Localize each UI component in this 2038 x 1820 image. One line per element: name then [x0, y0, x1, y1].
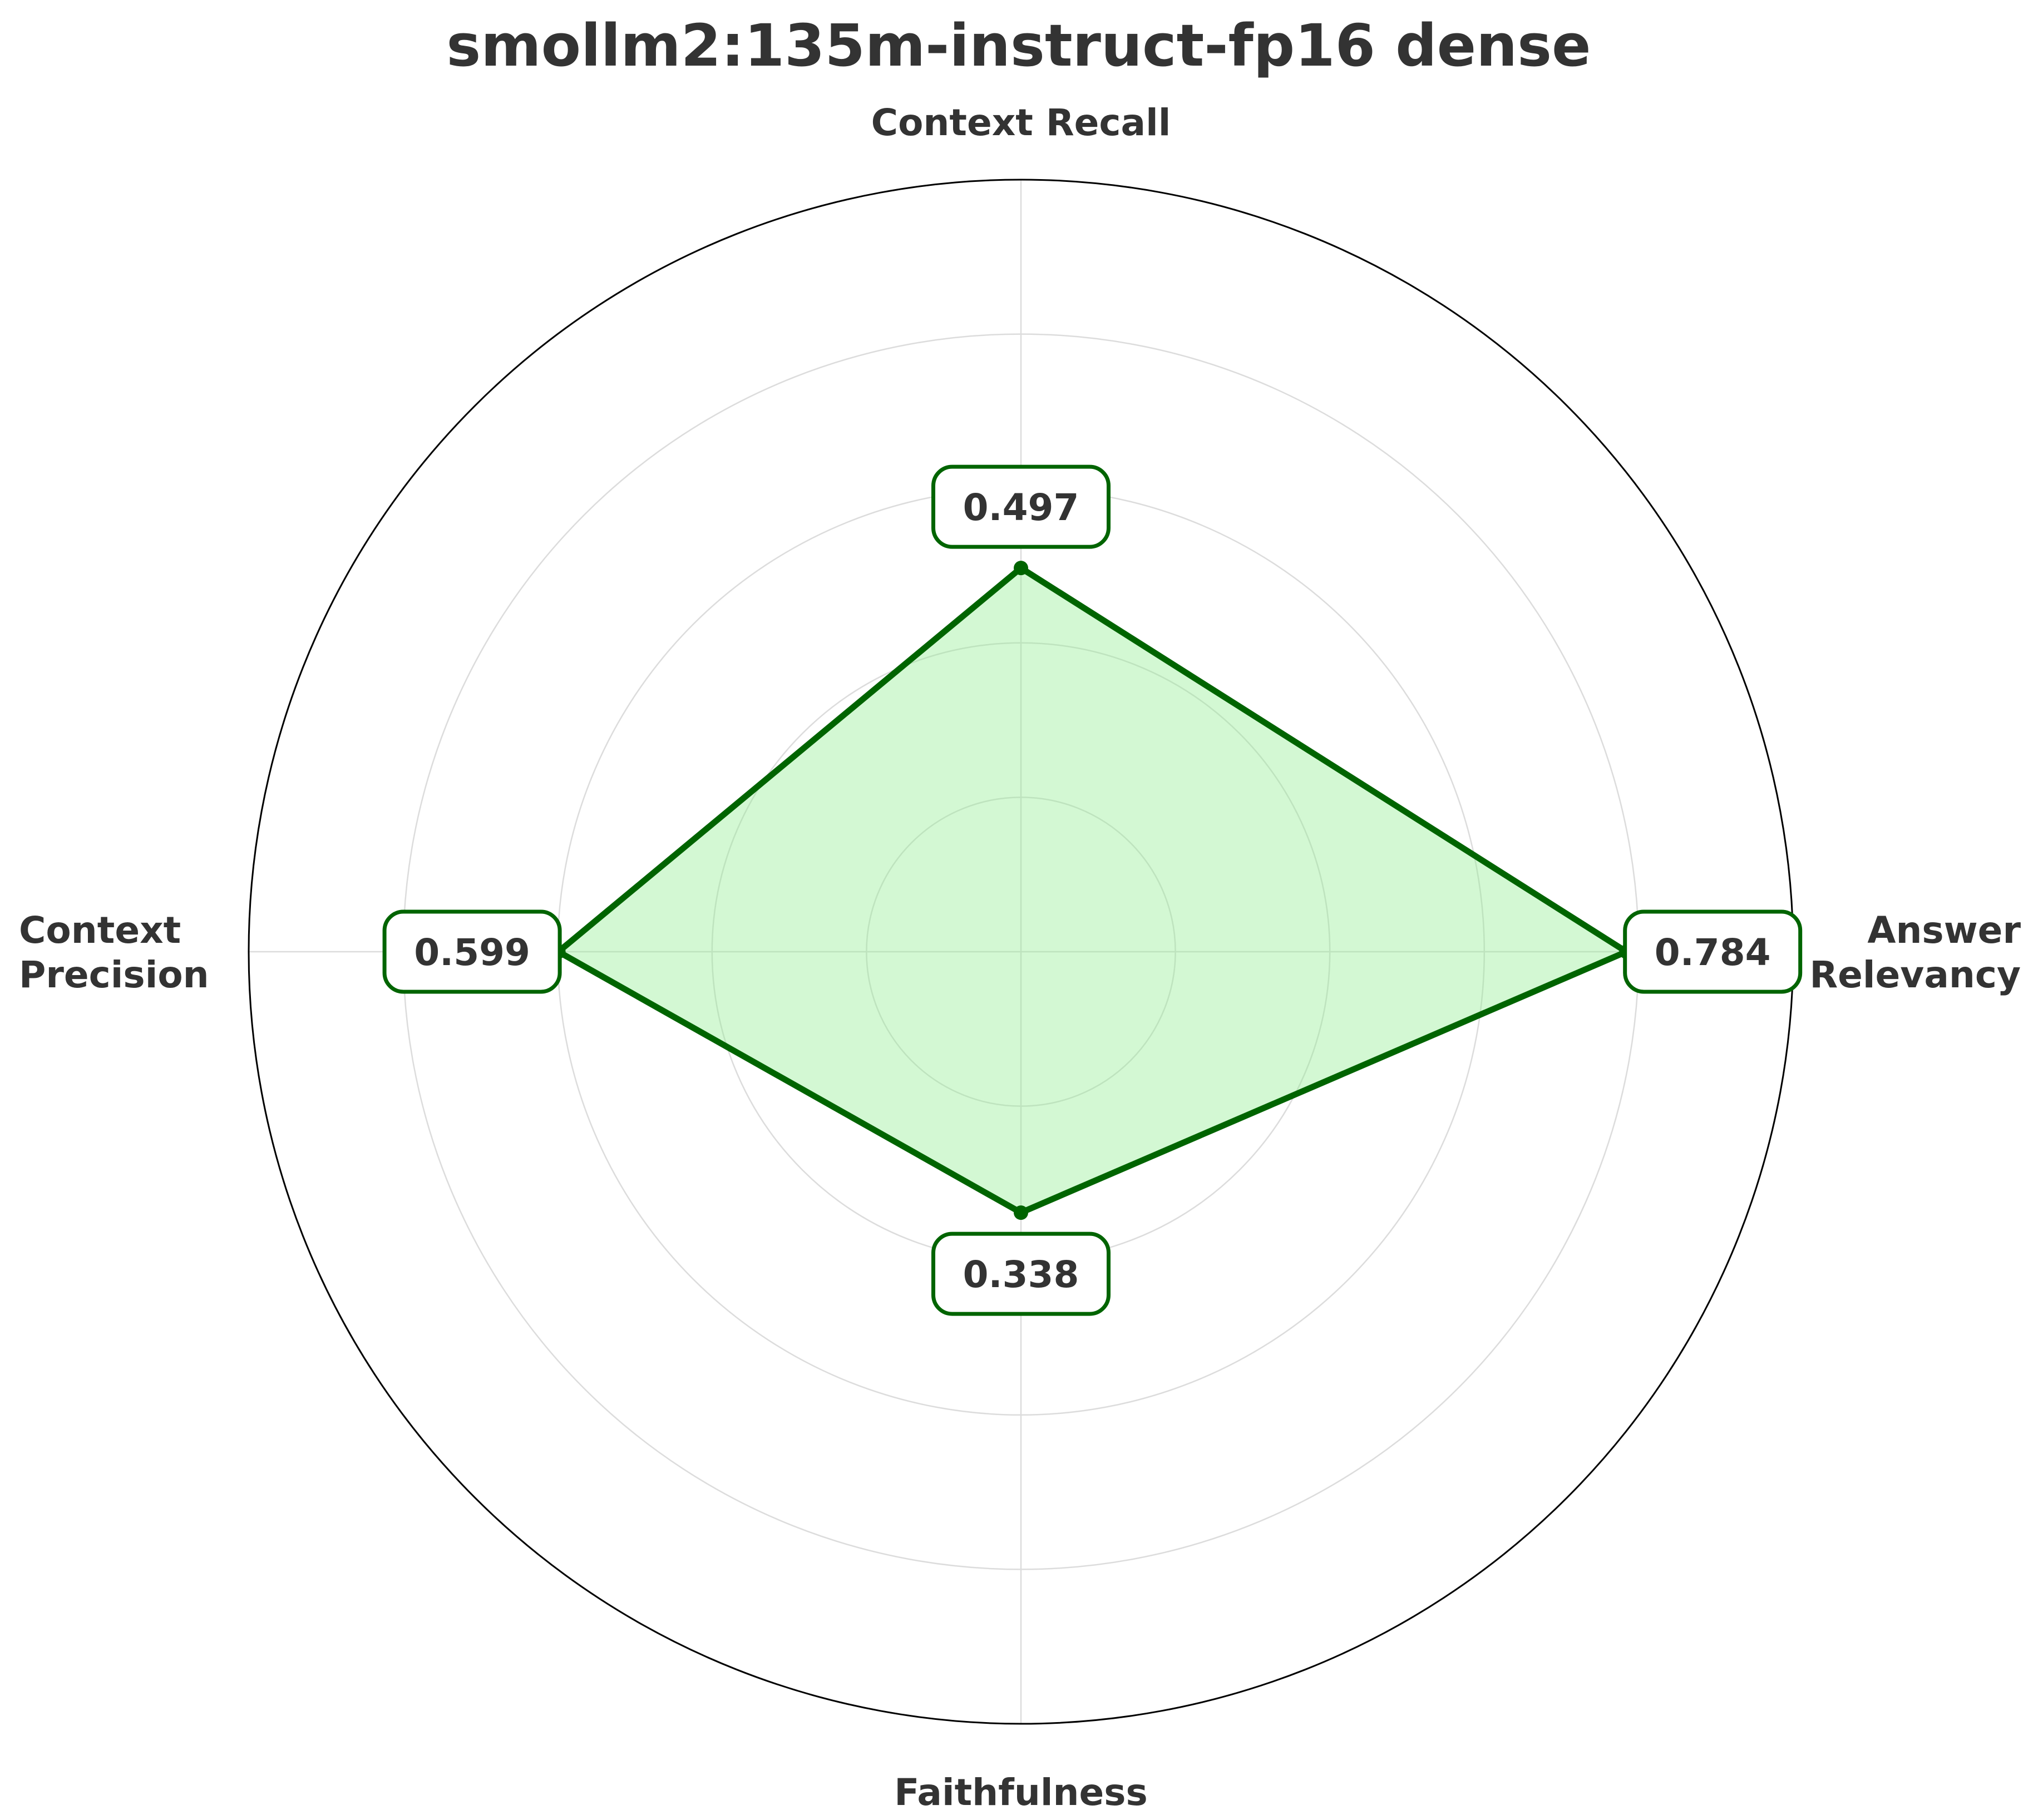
value-label-border — [382, 909, 562, 994]
data-point — [1014, 561, 1028, 576]
value-label-box: 0.599 — [382, 909, 562, 994]
value-label: 0.784 — [1655, 931, 1771, 974]
value-label-border — [931, 464, 1111, 549]
value-label: 0.599 — [414, 931, 530, 974]
axis-label: Context Recall — [871, 101, 1171, 144]
axis-label: Answer Relevancy — [1809, 909, 2021, 996]
axis-label-line: Relevancy — [1809, 953, 2021, 996]
chart-title: smollm2:135m-instruct-fp16 dense — [446, 12, 1591, 80]
radar-labels: 0.784 0.497 0.599 0.338 Answer Relevancy Conte… — [19, 101, 2021, 1814]
axis-label: Faithfulness — [894, 1771, 1148, 1814]
axis-label-line: Faithfulness — [894, 1771, 1148, 1814]
axis-label-line: Answer — [1867, 909, 2021, 952]
value-label: 0.497 — [963, 486, 1079, 529]
value-label-box: 0.784 — [1623, 909, 1803, 994]
value-label-border — [1623, 909, 1803, 994]
axis-label-line: Precision — [19, 953, 209, 996]
radar-data — [551, 561, 1634, 1220]
axis-label-line: Context Recall — [871, 101, 1171, 144]
axis-label-line: Context — [19, 909, 181, 952]
value-label-border — [931, 1232, 1111, 1316]
value-label-box: 0.497 — [931, 464, 1111, 549]
axis-label: Context Precision — [19, 909, 209, 996]
data-point — [1014, 1205, 1028, 1220]
value-label-box: 0.338 — [931, 1232, 1111, 1316]
series-area — [558, 568, 1627, 1213]
value-label: 0.338 — [963, 1253, 1079, 1296]
